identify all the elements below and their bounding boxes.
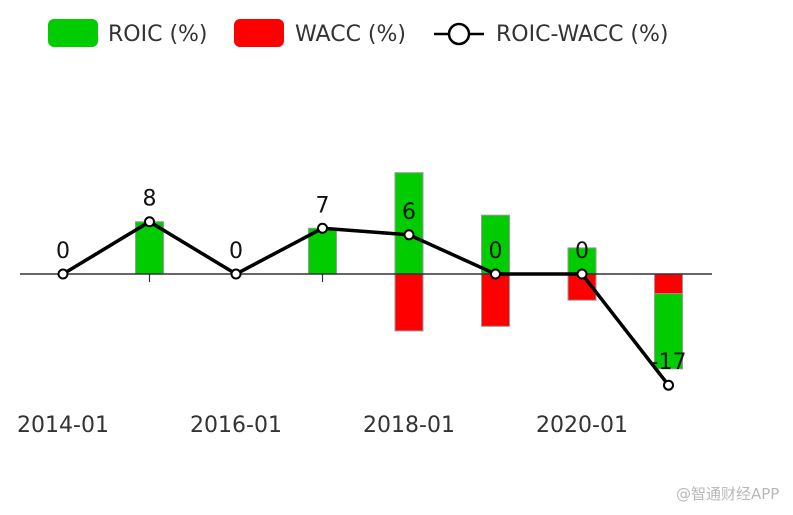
x-tick-label-2018-01: 2018-01 xyxy=(363,413,455,438)
point-roic-wacc-2020-01 xyxy=(576,268,588,280)
legend-line-marker-circle xyxy=(447,22,471,46)
bar-wacc-2018-01 xyxy=(394,273,424,332)
legend-swatch-wacc xyxy=(234,19,284,47)
data-label-2016-01: 0 xyxy=(229,239,243,264)
x-tick-label-2020-01: 2020-01 xyxy=(536,413,628,438)
data-label-2021-01: -17 xyxy=(651,350,687,375)
x-tick-label-2016-01: 2016-01 xyxy=(190,413,282,438)
x-tick-label-2014-01: 2014-01 xyxy=(17,413,109,438)
point-roic-wacc-2021-01 xyxy=(663,379,674,391)
bar-roic-2017-01 xyxy=(308,227,337,275)
point-roic-wacc-2014-01 xyxy=(57,268,69,280)
data-label-2018-01: 6 xyxy=(402,200,416,225)
legend-label-spread: ROIC-WACC (%) xyxy=(496,22,669,47)
bar-wacc-2019-01 xyxy=(481,273,510,327)
line-roic-wacc xyxy=(62,219,670,387)
data-label-2017-01: 7 xyxy=(316,193,330,218)
plot-area: 2014-01 2016-01 2018-01 2020-01 0 8 0 7 6 0 0 -17 xyxy=(17,172,712,438)
point-roic-wacc-2019-01 xyxy=(490,268,501,280)
legend-label-wacc: WACC (%) xyxy=(295,22,406,47)
data-label-2020-01: 0 xyxy=(575,239,589,264)
data-label-2014-01: 0 xyxy=(56,239,70,264)
point-roic-wacc-2016-01 xyxy=(230,268,242,280)
watermark-text: @智通财经APP xyxy=(676,485,779,503)
bar-wacc-2021-01 xyxy=(654,273,683,295)
legend-label-roic: ROIC (%) xyxy=(108,22,208,47)
point-roic-wacc-2018-01 xyxy=(403,229,415,241)
data-label-2019-01: 0 xyxy=(489,239,503,264)
point-roic-wacc-2017-01 xyxy=(317,222,328,234)
data-label-2015-01: 8 xyxy=(143,187,157,212)
legend: ROIC (%) WACC (%) ROIC-WACC (%) xyxy=(48,19,669,47)
legend-swatch-roic xyxy=(48,19,98,47)
point-roic-wacc-2015-01 xyxy=(144,216,155,228)
